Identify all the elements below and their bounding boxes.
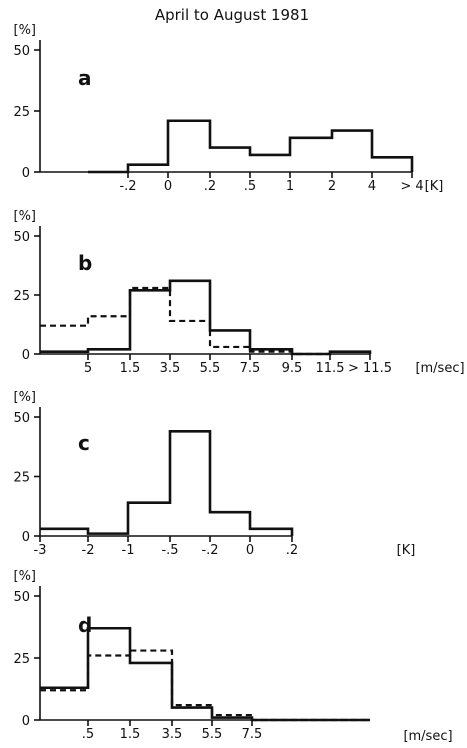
histogram-outline-solid [40,429,294,536]
y-axis-label: [%] [14,569,37,584]
y-tick-label: 50 [13,44,30,59]
x-axis-unit: [m/sec] [403,729,452,744]
y-tick-label: 50 [13,411,30,426]
histogram-outline-solid [88,119,414,174]
x-tick-label: .2 [204,179,216,194]
x-tick-label: 0 [164,179,172,194]
figure-title: April to August 1981 [155,6,309,24]
y-axis-label: [%] [14,390,37,405]
x-tick-label: 0 [246,543,254,558]
panel-d: [%] 50 25 0 .5 1.5 3.5 5.5 7.5 [m/sec] d [13,569,452,744]
x-tick-label: 1 [286,179,294,194]
x-tick-label: .5 [244,179,256,194]
x-tick-label: -.2 [119,179,136,194]
series-dashed [40,286,372,356]
y-tick-label: 50 [13,230,30,245]
series-solid [40,279,372,356]
x-tick-label: 5 [84,361,92,376]
x-tick-label: -.2 [201,543,218,558]
y-tick-label: 0 [22,530,30,545]
panel-letter: a [78,66,92,90]
histogram-outline-solid [40,626,370,722]
panel-c: [%] 50 25 0 -3 -2 -1 -.5 -.2 0 .2 [K] c [13,390,415,558]
y-tick-label: 0 [22,166,30,181]
x-tick-label: -.5 [161,543,178,558]
panel-b: [%] 50 25 0 5 1.5 3.5 5.5 7.5 9.5 11.5 > 11.5 [m/sec… [13,209,464,376]
x-axis-unit: [m/sec] [415,361,464,376]
x-tick-label: -2 [82,543,95,558]
y-tick-label: 50 [13,590,30,605]
y-tick-label: 0 [22,714,30,729]
panel-letter: d [78,613,92,637]
x-tick-label: -1 [122,543,135,558]
series-dashed [40,649,370,722]
x-axis-unit: [K] [425,179,444,194]
x-tick-label: 3.5 [160,361,181,376]
x-tick-label: 4 [368,179,376,194]
histogram-outline-solid [40,279,372,356]
x-tick-label: 3.5 [162,727,183,742]
x-tick-label: 7.5 [240,361,261,376]
y-tick-label: 25 [13,652,30,667]
x-tick-label: 7.5 [242,727,263,742]
y-tick-label: 25 [13,105,30,120]
panel-letter: b [78,251,92,275]
x-tick-label: .5 [82,727,94,742]
y-axis-label: [%] [14,23,37,38]
x-tick-label: > 11.5 [348,361,392,376]
x-tick-label: 5.5 [202,727,223,742]
y-tick-label: 0 [22,348,30,363]
series-solid [40,429,294,536]
x-axis-unit: [K] [397,543,416,558]
panel-letter: c [78,431,90,455]
y-tick-label: 25 [13,289,30,304]
y-tick-label: 25 [13,471,30,486]
panel-a: [%] 50 25 0 -.2 0 .2 .5 1 2 4 > 4 [K] a [13,23,443,194]
x-tick-label: -3 [34,543,47,558]
series-solid [88,119,414,174]
x-tick-label: 11.5 [316,361,345,376]
histogram-outline-dashed [40,649,370,722]
x-tick-label: 5.5 [200,361,221,376]
series-solid [40,626,370,722]
y-axis-label: [%] [14,209,37,224]
x-tick-label: .2 [286,543,298,558]
x-tick-label: 1.5 [120,361,141,376]
histogram-outline-dashed [40,286,372,356]
x-tick-label: 2 [328,179,336,194]
x-tick-label: 1.5 [120,727,141,742]
x-tick-label: > 4 [400,179,423,194]
x-tick-label: 9.5 [282,361,303,376]
